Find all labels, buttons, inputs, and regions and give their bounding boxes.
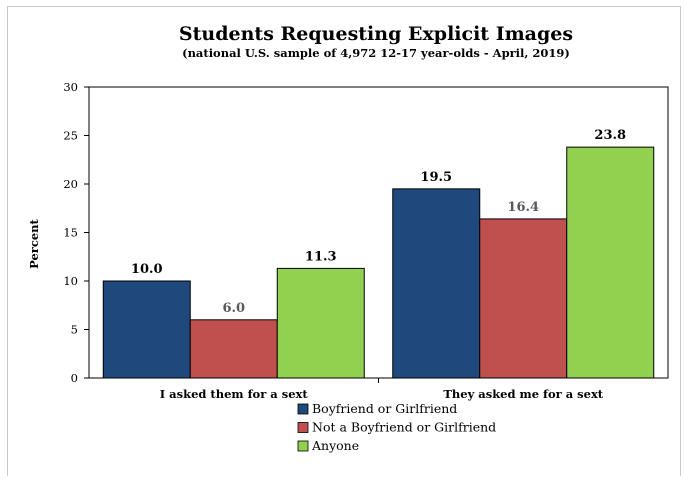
bar xyxy=(479,218,568,379)
bar xyxy=(102,280,191,379)
y-tick-label: 20 xyxy=(63,177,78,191)
legend-label: Boyfriend or Girlfriend xyxy=(312,401,457,416)
legend: Boyfriend or Girlfriend Not a Boyfriend o… xyxy=(297,401,496,453)
x-category-label: They asked me for a sext xyxy=(443,387,603,401)
bar-data-label: 23.8 xyxy=(594,128,626,143)
bar xyxy=(392,188,481,379)
chart-subtitle: (national U.S. sample of 4,972 12-17 yea… xyxy=(182,46,570,60)
y-tick-label: 30 xyxy=(63,80,78,94)
bar xyxy=(566,146,655,379)
y-tick-label: 5 xyxy=(71,323,78,337)
y-tick-label: 10 xyxy=(63,274,78,288)
bar-data-label: 19.5 xyxy=(420,170,452,185)
legend-label: Anyone xyxy=(311,438,359,453)
bar-data-label: 11.3 xyxy=(305,249,337,264)
plot-area: 0 5 10 15 20 25 30 I asked them for a sext 10.0 6… xyxy=(63,80,669,401)
y-tick-label: 25 xyxy=(63,129,78,143)
legend-swatch xyxy=(297,440,309,452)
bar-data-label: 6.0 xyxy=(222,301,245,316)
x-category-label: I asked them for a sext xyxy=(160,387,309,401)
y-tick-label: 15 xyxy=(63,226,78,240)
y-axis-label: Percent xyxy=(27,218,41,268)
bar xyxy=(189,319,278,379)
y-tick-label: 0 xyxy=(71,371,78,385)
legend-label: Not a Boyfriend or Girlfriend xyxy=(312,420,496,435)
bar-data-label: 16.4 xyxy=(507,200,539,215)
legend-swatch xyxy=(297,403,309,415)
bar xyxy=(276,267,365,379)
legend-swatch xyxy=(297,422,309,433)
bar-data-label: 10.0 xyxy=(131,262,163,277)
chart-title: Students Requesting Explicit Images xyxy=(179,23,573,45)
